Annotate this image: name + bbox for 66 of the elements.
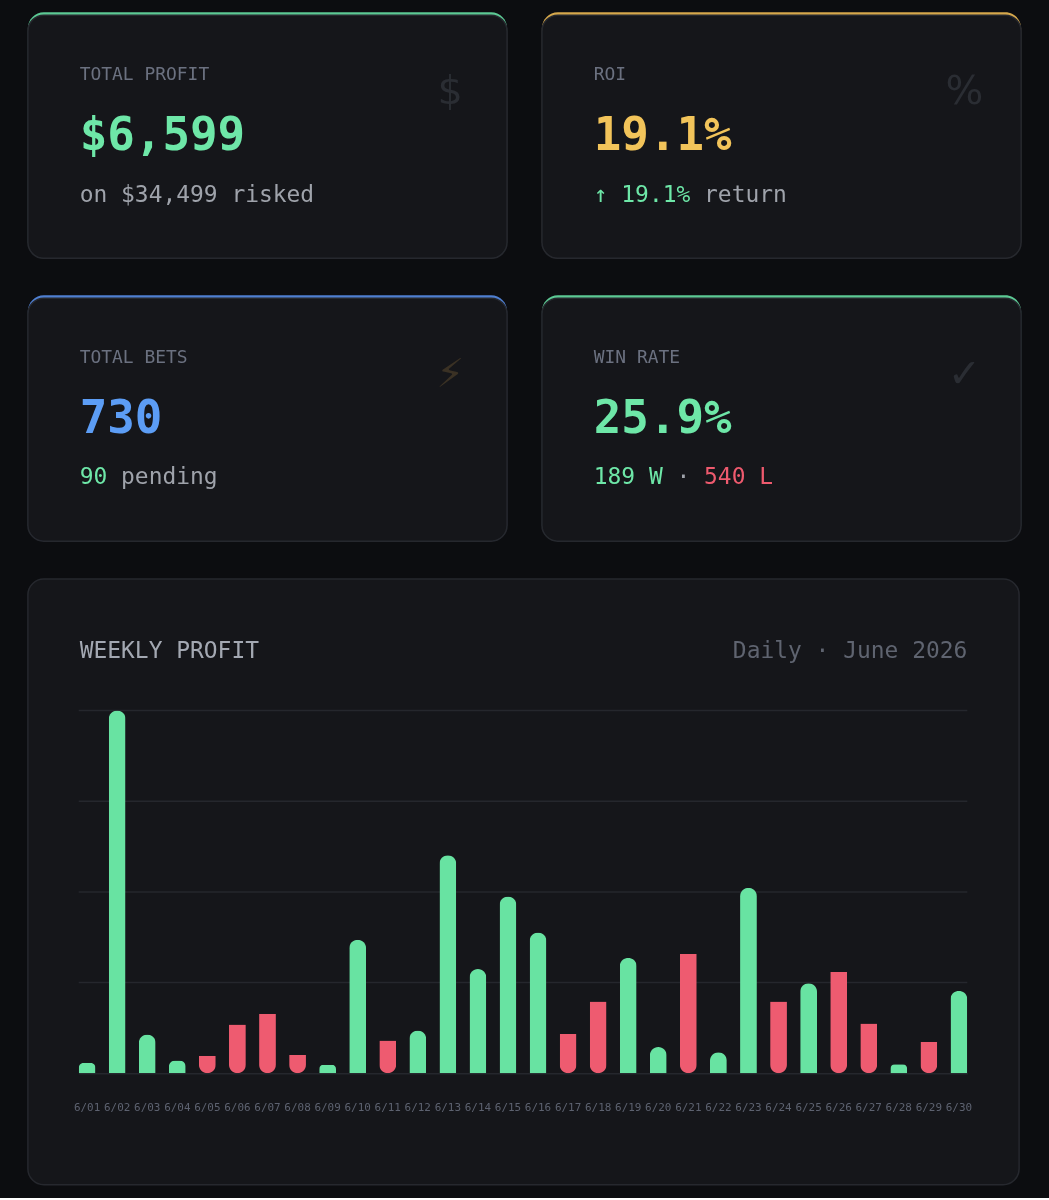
x-tick-label: 6/09 [314,1100,341,1114]
x-tick-label: 6/19 [615,1100,642,1114]
text: WIN RATE [593,345,681,367]
x-tick-label: 6/06 [224,1100,251,1114]
bar [499,896,517,1074]
x-tick-label: 6/12 [404,1100,431,1114]
chart-subtitle: Daily · June 2026 [732,636,968,663]
text: 25.9% [593,389,733,444]
text: $ [437,66,463,113]
bar [830,972,848,1074]
text: ↑ 19.1% [593,180,691,207]
x-tick-label: 6/24 [765,1100,793,1114]
x-tick-label: 6/22 [705,1100,732,1114]
x-tick-label: 6/10 [344,1100,371,1114]
bar [950,990,968,1074]
x-tick-label: 6/13 [434,1100,462,1114]
x-tick-label: 6/16 [524,1100,552,1114]
x-tick-label: 6/14 [464,1100,492,1114]
text: 540 L [704,463,774,490]
x-tick-label: 6/07 [254,1100,281,1114]
bar [589,1001,607,1074]
text: pending [121,463,218,490]
x-tick-label: 6/26 [825,1100,852,1114]
x-tick-label: 6/02 [104,1100,131,1114]
x-tick-label: 6/20 [645,1100,672,1114]
bar [559,1034,577,1074]
bar [529,932,547,1074]
text: $6,599 [79,106,246,161]
x-tick-label: 6/18 [584,1100,612,1114]
x-tick-label: 6/15 [494,1100,522,1114]
x-tick-label: 6/17 [554,1100,582,1114]
x-tick-label: 6/25 [795,1100,822,1114]
text: ⚡ [436,349,465,396]
x-tick-label: 6/03 [134,1100,161,1114]
text: ROI [593,62,627,84]
x-tick-label: 6/01 [73,1100,101,1114]
text: on $34,499 risked [79,180,315,207]
text: 90 [79,463,108,490]
x-tick-label: 6/05 [194,1100,221,1114]
x-tick-label: 6/08 [284,1100,311,1114]
bar [439,855,457,1074]
text: 19.1% [593,106,733,161]
text: ✓ [947,349,982,396]
x-tick-label: 6/27 [855,1100,882,1114]
x-tick-label: 6/11 [374,1100,401,1114]
text: · [676,463,691,490]
bar [349,939,367,1074]
x-tick-label: 6/28 [885,1100,912,1114]
chart-title: WEEKLY PROFIT [79,636,260,663]
text: TOTAL BETS [79,345,188,367]
bar [108,710,126,1074]
x-tick-label: 6/23 [735,1100,762,1114]
text: 189 W [593,463,663,490]
bar [679,953,697,1074]
x-tick-label: 6/21 [675,1100,702,1114]
bar [619,957,637,1074]
text: % [945,66,984,113]
bar [800,983,818,1074]
x-tick-label: 6/30 [945,1100,973,1114]
bar [860,1023,878,1074]
bar [469,969,487,1074]
text: return [704,180,787,207]
x-tick-label: 6/04 [164,1100,191,1114]
x-tick-label: 6/29 [915,1100,942,1114]
text: TOTAL PROFIT [79,62,210,84]
text: 730 [79,389,163,444]
